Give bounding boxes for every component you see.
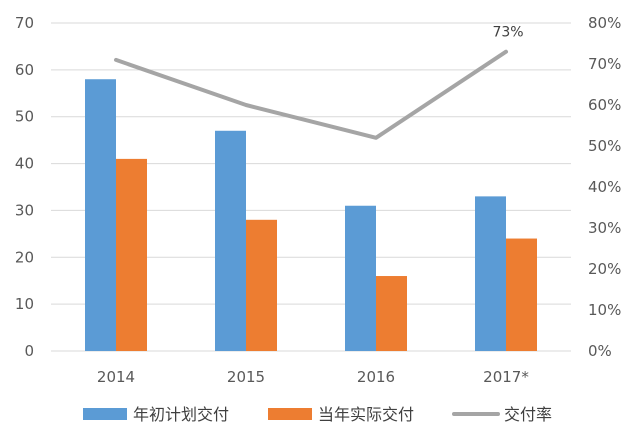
bar-actual-2014 <box>116 158 147 351</box>
legend-actual: 当年实际交付 <box>268 405 414 424</box>
bar-planned-2014 <box>85 79 116 351</box>
bar-planned-2016 <box>345 205 376 351</box>
x-axis: 2014 2015 2016 2017* <box>97 368 529 386</box>
bar-actual-2016 <box>376 276 407 351</box>
legend-rate: 交付率 <box>452 405 552 424</box>
data-label-rate: 73% <box>492 25 523 41</box>
legend-planned-swatch <box>83 408 127 420</box>
y-right-tick-label: 60% <box>588 96 621 114</box>
x-tick-label: 2016 <box>357 368 395 386</box>
legend-rate-label: 交付率 <box>504 405 552 424</box>
y-left-tick-label: 0 <box>24 342 34 360</box>
y-right-tick-label: 0% <box>588 342 612 360</box>
legend-planned: 年初计划交付 <box>83 405 229 424</box>
y-right-tick-label: 50% <box>588 137 621 155</box>
y-left-tick-label: 30 <box>15 201 34 219</box>
y-right-tick-label: 10% <box>588 301 621 319</box>
right-y-axis: 0% 10% 20% 30% 40% 50% 60% 70% 80% <box>588 14 621 360</box>
y-left-tick-label: 20 <box>15 248 34 266</box>
legend-planned-label: 年初计划交付 <box>133 405 229 424</box>
delivery-rate-line <box>114 49 508 140</box>
left-y-axis: 0 10 20 30 40 50 60 70 <box>15 14 34 360</box>
bars <box>85 79 537 351</box>
bar-planned-2015 <box>215 130 246 351</box>
bar-actual-2017 <box>506 238 537 351</box>
y-left-tick-label: 50 <box>15 108 34 126</box>
legend-actual-swatch <box>268 408 312 420</box>
y-left-tick-label: 70 <box>15 14 34 32</box>
y-left-tick-label: 10 <box>15 295 34 313</box>
bar-planned-2017 <box>475 196 506 351</box>
legend-actual-label: 当年实际交付 <box>318 405 414 424</box>
bar-actual-2015 <box>246 219 277 351</box>
legend: 年初计划交付 当年实际交付 交付率 <box>83 405 552 424</box>
y-right-tick-label: 40% <box>588 178 621 196</box>
x-tick-label: 2014 <box>97 368 135 386</box>
y-right-tick-label: 30% <box>588 219 621 237</box>
y-right-tick-label: 70% <box>588 55 621 73</box>
x-tick-label: 2015 <box>227 368 265 386</box>
y-right-tick-label: 80% <box>588 14 621 32</box>
line-series-rate <box>114 49 508 140</box>
y-left-tick-label: 60 <box>15 61 34 79</box>
y-right-tick-label: 20% <box>588 260 621 278</box>
y-left-tick-label: 40 <box>15 155 34 173</box>
data-labels: 73% <box>492 25 523 41</box>
x-tick-label: 2017* <box>483 368 529 386</box>
